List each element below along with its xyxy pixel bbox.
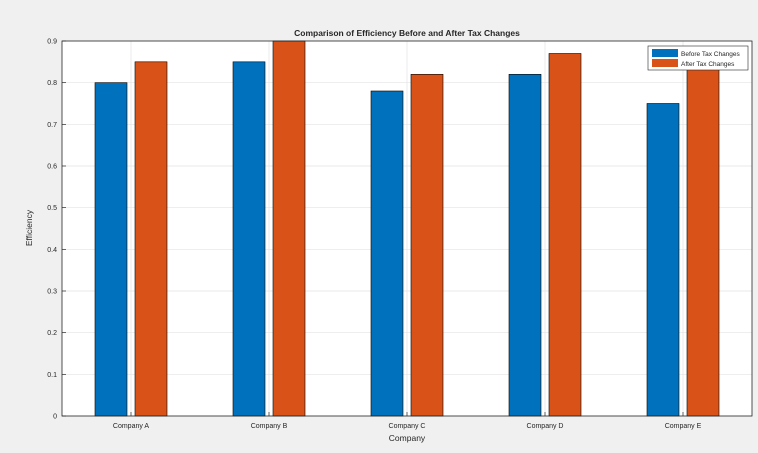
x-tick-label: Company C	[389, 423, 426, 430]
y-tick-label: 0.2	[47, 330, 57, 337]
bar-after	[272, 40, 306, 417]
y-tick-label: 0.6	[47, 164, 57, 171]
legend: Before Tax Changes After Tax Changes	[647, 45, 749, 71]
y-tick-label: 0.7	[47, 122, 57, 129]
legend-label-before: Before Tax Changes	[681, 51, 741, 58]
y-tick-label: 0	[53, 414, 57, 421]
bar-after	[410, 74, 444, 417]
chart-title: Comparison of Efficiency Before and Afte…	[294, 28, 520, 38]
y-axis-ticks: 0 0.1 0.2 0.3 0.4 0.5 0.6 0.7 0.8 0.9	[47, 39, 66, 421]
legend-label-after: After Tax Changes	[681, 61, 735, 68]
x-tick-label: Company D	[527, 423, 564, 430]
x-axis-ticks: Company A Company B Company C Company D Comp…	[113, 412, 702, 430]
y-tick-label: 0.1	[47, 372, 57, 379]
x-axis-label: Company	[389, 433, 426, 443]
y-tick-label: 0.4	[47, 247, 57, 254]
bar-before	[370, 90, 404, 417]
y-tick-label: 0.5	[47, 205, 57, 212]
legend-swatch-after	[652, 59, 678, 67]
bar-before	[94, 82, 128, 417]
grid	[62, 40, 752, 417]
y-tick-label: 0.9	[47, 39, 57, 46]
x-tick-label: Company A	[113, 423, 150, 430]
bar-before	[646, 103, 680, 417]
y-tick-label: 0.3	[47, 289, 57, 296]
bar-before	[508, 74, 542, 417]
x-tick-label: Company B	[251, 423, 288, 430]
legend-swatch-before	[652, 49, 678, 57]
bar-after	[134, 61, 168, 417]
y-axis-label: Efficiency	[24, 209, 34, 246]
bars	[94, 40, 720, 417]
y-tick-label: 0.8	[47, 80, 57, 87]
bar-after	[686, 65, 720, 417]
bar-before	[232, 61, 266, 417]
x-tick-label: Company E	[665, 423, 702, 430]
bar-after	[548, 53, 582, 417]
